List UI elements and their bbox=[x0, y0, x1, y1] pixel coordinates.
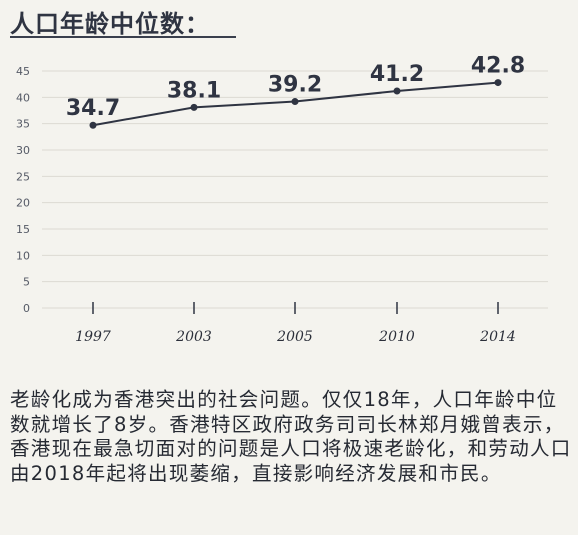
data-label: 34.7 bbox=[66, 96, 120, 121]
x-tick-label: 2005 bbox=[276, 329, 313, 345]
data-label: 41.2 bbox=[370, 62, 424, 87]
y-tick-label: 40 bbox=[16, 91, 30, 104]
chart-title: 人口年龄中位数： bbox=[10, 10, 210, 38]
data-point bbox=[190, 103, 198, 111]
data-label: 38.1 bbox=[167, 78, 221, 103]
x-tick-label: 2014 bbox=[479, 329, 516, 345]
data-label: 39.2 bbox=[268, 73, 322, 98]
caption-paragraph: 老龄化成为香港突出的社会问题。仅仅18年，人口年龄中位数就增长了8岁。香港特区政… bbox=[10, 388, 572, 485]
y-tick-label: 5 bbox=[23, 276, 30, 289]
y-tick-label: 45 bbox=[16, 65, 30, 78]
data-point bbox=[494, 79, 502, 87]
data-point bbox=[291, 98, 299, 106]
median-age-line-chart: 0 5 10 15 20 25 30 35 40 45 1997 2003 2005 2010 2014 34… bbox=[16, 54, 548, 345]
x-tick-label: 1997 bbox=[75, 329, 111, 345]
data-point bbox=[89, 121, 97, 129]
y-tick-label: 15 bbox=[16, 223, 30, 236]
y-tick-label: 20 bbox=[16, 197, 30, 210]
y-tick-label: 10 bbox=[16, 249, 30, 262]
title-underline bbox=[10, 36, 236, 38]
y-tick-label: 25 bbox=[16, 170, 30, 183]
data-point bbox=[393, 87, 401, 95]
data-label: 42.8 bbox=[471, 54, 525, 79]
y-tick-label: 30 bbox=[16, 144, 30, 157]
y-tick-label: 0 bbox=[23, 302, 30, 315]
x-tick-label: 2003 bbox=[175, 329, 212, 345]
y-tick-label: 35 bbox=[16, 118, 30, 131]
x-tick-label: 2010 bbox=[378, 329, 415, 345]
